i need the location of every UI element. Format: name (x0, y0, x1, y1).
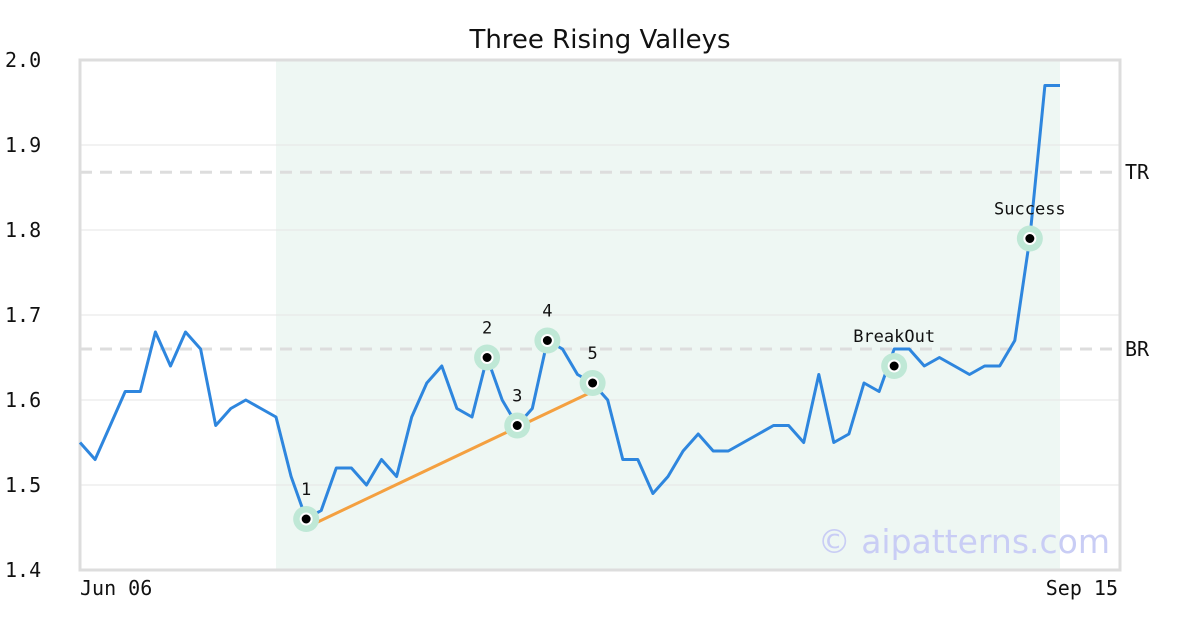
x-start-label: Jun 06 (80, 576, 152, 600)
y-tick-label: 1.4 (5, 558, 41, 582)
trendline (305, 390, 594, 529)
price-line (78, 84, 1060, 521)
marker-point (1023, 232, 1037, 245)
annotation-markers: 1 2 3 4 5 BreakOut Success (293, 200, 1066, 532)
watermark: © aipatterns.com (818, 522, 1110, 561)
chart-title: Three Rising Valleys (468, 25, 730, 55)
level-label-tr: TR (1125, 160, 1150, 184)
marker-point (480, 351, 494, 364)
marker-point (586, 376, 600, 390)
y-tick-label: 1.5 (5, 473, 41, 497)
marker-point (299, 512, 313, 526)
y-axis-ticks: 2.0 1.9 1.8 1.7 1.6 1.5 1.4 (5, 48, 41, 582)
marker-point (887, 359, 901, 373)
y-tick-label: 1.9 (5, 133, 41, 157)
annotation-label: 2 (482, 319, 492, 339)
annotation-label: 4 (542, 302, 552, 322)
level-label-br: BR (1125, 337, 1150, 361)
y-tick-label: 1.8 (5, 218, 41, 242)
annotation-label: Success (994, 200, 1066, 220)
y-tick-label: 1.6 (5, 388, 41, 412)
annotation-label: BreakOut (853, 327, 935, 347)
level-lines: TR BR (80, 160, 1150, 361)
annotation-label: 3 (512, 387, 522, 407)
y-tick-label: 2.0 (5, 48, 41, 72)
annotation-label: 5 (587, 344, 597, 364)
marker-point (510, 419, 524, 432)
annotation-label: 1 (301, 480, 311, 500)
x-end-label: Sep 15 (1046, 576, 1118, 600)
plot-frame (78, 58, 1122, 572)
marker-point (540, 334, 554, 347)
y-tick-label: 1.7 (5, 303, 41, 327)
